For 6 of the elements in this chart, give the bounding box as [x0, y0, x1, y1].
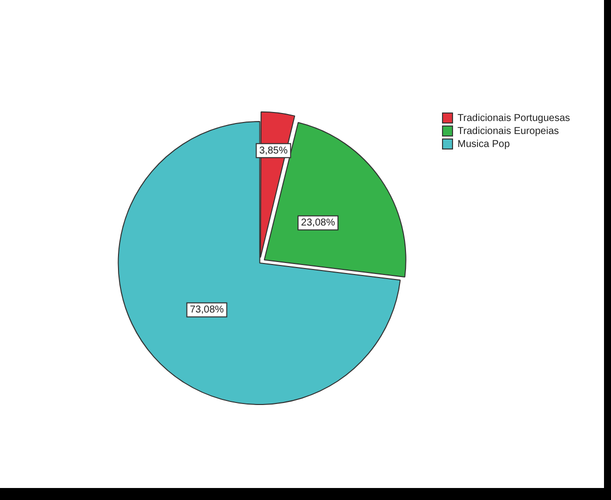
legend-label: Musica Pop	[458, 138, 510, 150]
legend-label: Tradicionais Portuguesas	[458, 112, 570, 124]
legend-label: Tradicionais Europeias	[458, 126, 559, 137]
data-label: 73,08%	[190, 304, 224, 316]
data-label: 3,85%	[259, 145, 288, 156]
data-label: 23,08%	[301, 218, 336, 229]
